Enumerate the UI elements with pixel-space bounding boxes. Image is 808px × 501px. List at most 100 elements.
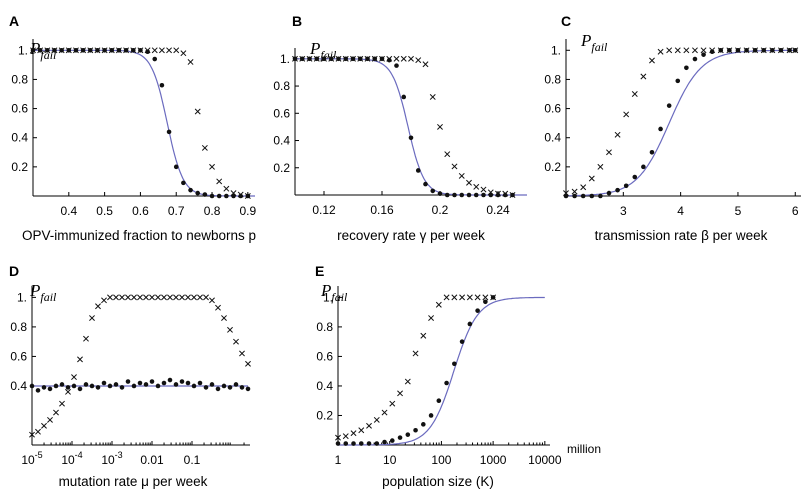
data-point-cross xyxy=(597,163,604,170)
x-tick-label: 5 xyxy=(735,204,742,218)
data-point-dot xyxy=(386,57,392,63)
x-tick-base: 6 xyxy=(792,204,799,218)
panel-label: D xyxy=(9,263,19,279)
data-point-dot xyxy=(239,385,245,390)
y-axis-title-main: P xyxy=(29,281,40,300)
data-point-cross xyxy=(83,335,89,342)
data-point-dot xyxy=(580,193,586,199)
x-tick-label: 0.8 xyxy=(204,204,221,218)
data-point-dot xyxy=(351,441,356,446)
fit-curve xyxy=(565,49,796,197)
y-tick-label: 1. xyxy=(17,290,27,304)
data-point-dot xyxy=(238,193,243,199)
data-point-cross xyxy=(173,294,179,301)
data-point-cross xyxy=(166,47,173,54)
y-tick-label: 0.4 xyxy=(316,379,333,393)
data-point-dot xyxy=(159,82,165,88)
data-point-cross xyxy=(422,61,429,68)
data-point-cross xyxy=(73,47,79,54)
data-point-cross xyxy=(606,149,612,156)
data-point-cross xyxy=(373,416,380,423)
data-point-cross xyxy=(223,185,230,192)
x-tick-label: 0.2 xyxy=(432,203,449,217)
y-axis-title-sub: fail xyxy=(591,40,608,54)
data-point-cross xyxy=(389,400,396,407)
data-point-cross xyxy=(299,55,306,62)
data-point-cross xyxy=(760,47,767,54)
x-tick-base: 10 xyxy=(383,453,397,467)
data-point-dot xyxy=(149,379,155,384)
x-tick-base: 0.6 xyxy=(132,204,149,218)
data-point-dot xyxy=(437,191,443,196)
data-point-cross xyxy=(358,427,365,434)
data-point-dot xyxy=(245,386,251,392)
y-tick-label: 0.8 xyxy=(273,79,290,93)
y-tick-label: 0.6 xyxy=(273,106,290,120)
data-point-cross xyxy=(328,55,335,62)
data-point-cross xyxy=(35,428,41,435)
data-point-cross xyxy=(209,297,215,304)
data-point-cross xyxy=(58,47,65,54)
data-point-dot xyxy=(119,385,125,390)
x-tick-base: 0.1 xyxy=(184,453,201,467)
x-tick-base: 0.2 xyxy=(432,203,449,217)
data-point-dot xyxy=(459,339,465,344)
x-tick-label: 1000 xyxy=(480,453,507,467)
data-point-dot xyxy=(684,65,689,71)
data-point-cross xyxy=(65,388,71,395)
data-point-cross xyxy=(187,58,194,65)
data-point-cross xyxy=(137,47,144,54)
data-point-cross xyxy=(113,294,119,301)
x-tick-base: 10 xyxy=(61,453,75,467)
data-point-cross xyxy=(386,55,393,62)
data-point-dot xyxy=(173,382,179,387)
data-point-cross xyxy=(657,48,664,55)
data-point-dot xyxy=(107,383,113,389)
data-point-cross xyxy=(41,422,47,429)
data-point-cross xyxy=(366,422,372,429)
data-point-dot xyxy=(188,187,193,193)
x-tick-label: 0.01 xyxy=(140,453,164,467)
data-point-dot xyxy=(423,181,428,187)
data-point-cross xyxy=(428,315,435,322)
data-point-dot xyxy=(430,188,436,194)
data-point-cross xyxy=(752,47,759,54)
data-point-cross xyxy=(151,47,158,54)
x-tick-base: 0.01 xyxy=(140,453,164,467)
data-point-cross xyxy=(466,294,473,301)
data-point-dot xyxy=(335,441,341,446)
data-point-dot xyxy=(428,413,434,418)
data-point-cross xyxy=(95,303,101,310)
data-point-dot xyxy=(413,427,418,433)
y-tick-label: 0.2 xyxy=(273,161,290,175)
y-tick-label: 0.8 xyxy=(11,72,28,86)
x-tick-base: 0.8 xyxy=(204,204,221,218)
data-point-cross xyxy=(209,163,215,170)
data-point-dot xyxy=(658,126,663,132)
data-point-dot xyxy=(495,192,501,198)
data-point-cross xyxy=(37,47,44,54)
data-point-cross xyxy=(490,294,497,301)
data-point-cross xyxy=(227,326,233,333)
data-point-cross xyxy=(65,47,72,54)
data-point-cross xyxy=(191,294,197,301)
data-point-dot xyxy=(137,380,143,386)
x-tick-label: 10-5 xyxy=(21,450,42,467)
data-point-dot xyxy=(125,379,131,384)
data-point-dot xyxy=(173,164,179,170)
data-point-dot xyxy=(216,193,222,199)
data-point-cross xyxy=(364,55,371,62)
data-point-cross xyxy=(437,123,443,130)
x-tick-label: 3 xyxy=(620,204,627,218)
data-point-cross xyxy=(221,315,227,322)
data-point-cross xyxy=(108,47,115,54)
data-point-cross xyxy=(495,190,501,197)
data-point-dot xyxy=(179,379,185,384)
data-point-cross xyxy=(509,192,516,198)
data-point-cross xyxy=(230,190,237,197)
y-tick-label: 1. xyxy=(18,43,28,57)
data-point-dot xyxy=(155,383,161,389)
y-tick-label: 0.2 xyxy=(11,160,28,174)
